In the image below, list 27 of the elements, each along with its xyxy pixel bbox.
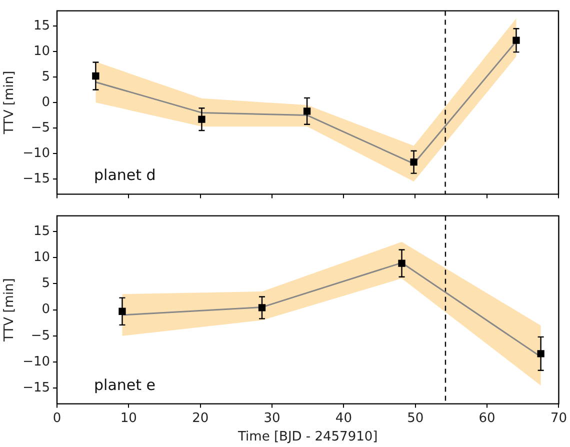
y-tick-label: 15: [33, 224, 50, 239]
y-tick-label: −5: [30, 120, 50, 136]
y-tick-label: −15: [22, 380, 50, 396]
y-tick-label: −10: [22, 146, 50, 161]
y-tick-label: −10: [22, 354, 50, 370]
y-tick-label: −5: [30, 328, 50, 344]
y-tick-label: 0: [42, 94, 50, 110]
x-tick-label: 50: [407, 410, 424, 426]
annotation: planet d: [94, 166, 156, 184]
y-tick-label: 5: [42, 276, 50, 292]
x-axis-title: Time [BJD - 2457910]: [237, 430, 378, 445]
x-tick-label: 30: [264, 410, 280, 426]
y-tick-label: 0: [42, 302, 50, 318]
y-axis-title: TTV [min]: [2, 70, 18, 136]
y-tick-label: 10: [33, 250, 50, 265]
x-tick-label: 20: [192, 410, 209, 426]
y-axis-title: TTV [min]: [2, 278, 18, 342]
y-tick-label: −15: [22, 171, 50, 186]
y-tick-label: 10: [33, 44, 50, 59]
y-tick-label: 5: [42, 69, 50, 84]
x-tick-label: 10: [120, 410, 137, 426]
x-tick-label: 40: [335, 410, 352, 426]
x-tick-label: 0: [52, 410, 62, 426]
x-tick-label: 60: [478, 410, 496, 426]
x-tick-label: 70: [550, 410, 567, 426]
y-tick-label: 15: [33, 18, 50, 34]
annotation: planet e: [94, 376, 156, 394]
